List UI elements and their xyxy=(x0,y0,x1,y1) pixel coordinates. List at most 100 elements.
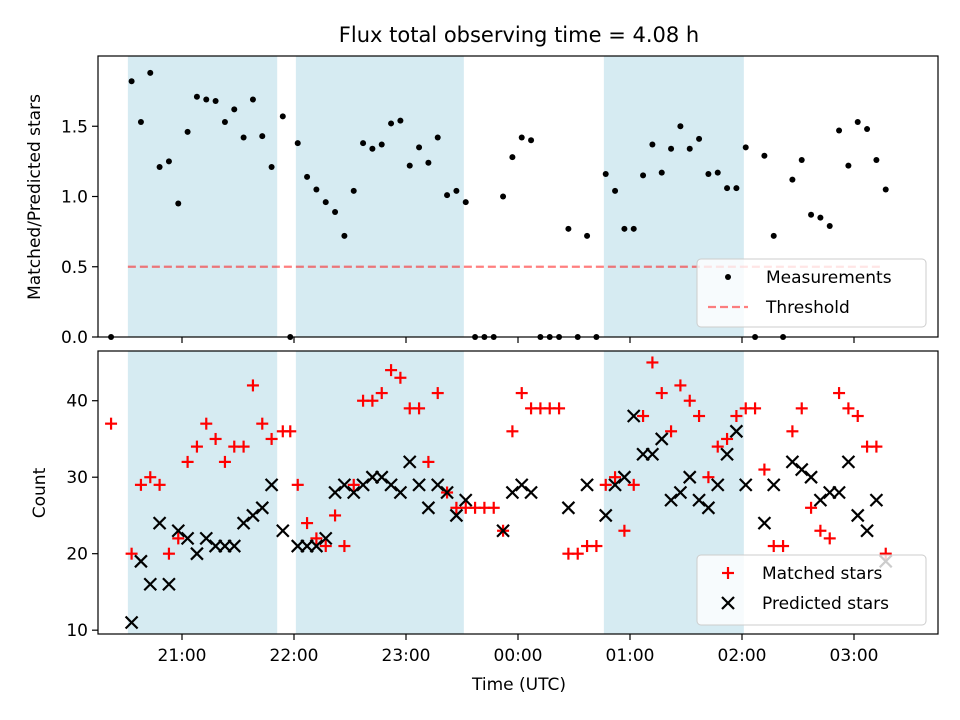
measurement-point xyxy=(313,186,320,193)
measurement-point xyxy=(360,140,367,147)
measurement-point xyxy=(444,192,451,199)
measurement-point xyxy=(836,127,843,134)
measurement-point xyxy=(184,128,191,135)
matched-star-point xyxy=(702,471,715,484)
measurement-point xyxy=(696,135,703,142)
matched-star-point xyxy=(172,532,185,545)
measurement-point xyxy=(612,187,619,194)
matched-star-point xyxy=(105,417,118,430)
bottom-y-axis-label: Count xyxy=(30,467,50,518)
measurement-point xyxy=(808,211,815,218)
measurement-point xyxy=(668,145,675,152)
measurement-point xyxy=(677,123,684,130)
matched-star-point xyxy=(506,425,519,438)
matched-star-point xyxy=(833,387,846,400)
predicted-star-point xyxy=(561,501,576,515)
measurement-point xyxy=(630,225,637,232)
measurement-point xyxy=(193,93,200,100)
legend-predicted-marker xyxy=(721,596,735,610)
matched-star-point xyxy=(310,532,323,545)
measurement-point xyxy=(798,156,805,163)
bottom-shaded-interval-1 xyxy=(295,351,464,634)
predicted-star-point xyxy=(346,485,361,500)
matched-star-point xyxy=(749,402,762,415)
x-tick-label: 21:00 xyxy=(158,646,207,666)
predicted-star-point xyxy=(682,470,697,484)
measurement-point xyxy=(528,137,535,144)
measurement-point xyxy=(733,185,740,192)
measurement-point xyxy=(175,200,182,207)
predicted-star-point xyxy=(421,501,436,515)
predicted-star-point xyxy=(710,478,725,492)
matched-star-point xyxy=(190,440,203,453)
predicted-star-point xyxy=(673,485,688,500)
measurement-point xyxy=(602,171,609,178)
predicted-star-point xyxy=(458,493,473,507)
matched-star-point xyxy=(814,524,827,537)
matched-star-point xyxy=(237,440,250,453)
predicted-star-point xyxy=(850,508,865,523)
bottom-y-ticks: 10 20 30 40 xyxy=(66,392,98,641)
measurement-point xyxy=(128,78,135,85)
predicted-star-point xyxy=(337,478,352,492)
measurement-point xyxy=(397,117,404,124)
predicted-star-point xyxy=(664,493,678,507)
predicted-star-point xyxy=(393,485,408,500)
measurement-point xyxy=(240,134,247,141)
top-shaded-interval-1 xyxy=(295,56,464,337)
x-tick-label: 22:00 xyxy=(270,646,319,666)
matched-star-point xyxy=(627,478,640,491)
predicted-star-point xyxy=(860,523,874,538)
matched-star-point xyxy=(385,364,398,377)
measurement-point xyxy=(304,173,311,180)
measurement-point xyxy=(203,96,210,103)
measurement-point xyxy=(705,171,712,178)
matched-star-point xyxy=(125,547,138,560)
predicted-star-point xyxy=(505,485,520,500)
matched-star-point xyxy=(777,540,790,553)
matched-star-point xyxy=(134,478,147,491)
predicted-star-point xyxy=(152,516,167,530)
predicted-star-point xyxy=(692,493,706,507)
x-tick-label: 03:00 xyxy=(830,646,879,666)
matched-star-point xyxy=(571,547,584,560)
matched-star-point xyxy=(758,463,771,476)
predicted-star-point xyxy=(514,478,529,492)
predicted-star-point xyxy=(580,478,594,492)
matched-star-point xyxy=(144,471,157,484)
top-shaded-intervals xyxy=(127,56,744,337)
measurement-point xyxy=(268,163,275,170)
predicted-star-point xyxy=(199,531,214,546)
matched-star-point xyxy=(487,501,500,514)
measurement-point xyxy=(724,185,731,192)
top-y-axis-label: Matched/Predicted stars xyxy=(25,94,45,300)
matched-star-point xyxy=(553,402,566,415)
chart-title: Flux total observing time = 4.08 h xyxy=(339,23,699,47)
top-x-ticks xyxy=(181,337,855,343)
predicted-star-point xyxy=(832,485,846,500)
matched-star-point xyxy=(181,455,194,468)
predicted-star-point xyxy=(328,485,342,500)
predicted-star-point xyxy=(227,539,242,553)
predicted-star-point xyxy=(729,424,744,439)
measurement-point xyxy=(509,154,516,161)
predicted-star-point xyxy=(190,546,204,561)
bottom-shaded-intervals xyxy=(127,351,744,634)
measurement-point xyxy=(584,232,591,239)
predicted-star-point xyxy=(869,493,884,507)
matched-star-point xyxy=(431,387,444,400)
bottom-legend: Matched stars Predicted stars xyxy=(696,554,927,626)
measurement-point xyxy=(378,141,385,148)
matched-star-point xyxy=(721,432,734,445)
measurement-point xyxy=(640,172,647,179)
measurement-point xyxy=(518,134,525,141)
measurement-point xyxy=(165,158,172,165)
predicted-star-point xyxy=(617,470,632,484)
matched-star-point xyxy=(319,540,332,553)
predicted-star-point xyxy=(412,478,426,492)
measurement-point xyxy=(434,134,441,141)
predicted-star-point xyxy=(813,493,828,507)
measurement-point xyxy=(332,208,339,215)
predicted-star-point xyxy=(143,577,158,592)
matched-star-point xyxy=(599,478,612,491)
